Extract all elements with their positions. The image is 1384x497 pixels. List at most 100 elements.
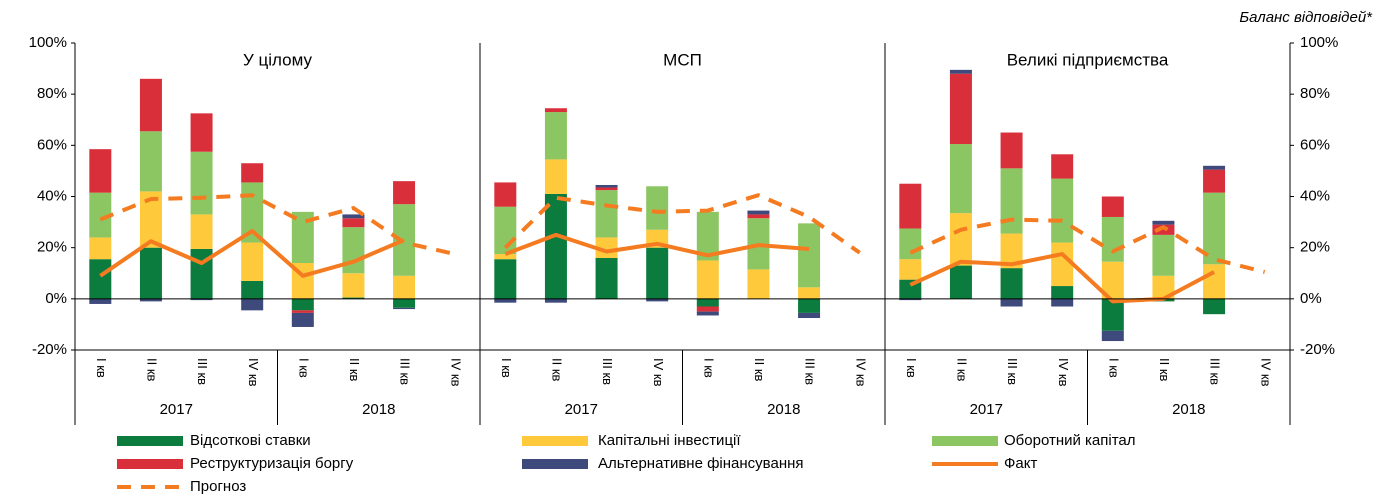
bar-segment [139, 191, 162, 248]
bar-segment [899, 183, 922, 229]
bar-segment [139, 131, 162, 192]
panel-title: Великі підприємства [1007, 50, 1169, 69]
x-tick-label: III кв [1005, 358, 1020, 385]
x-tick-label: IV кв [246, 358, 261, 387]
legend-label: Реструктуризація боргу [190, 455, 354, 472]
y2-tick-label: 20% [1300, 239, 1330, 256]
legend-swatch [932, 436, 998, 446]
bar-segment [1152, 220, 1175, 225]
year-label: 2018 [1172, 401, 1205, 418]
bar-segment [949, 73, 972, 145]
bar-segment [241, 242, 264, 281]
bar-segment [1000, 233, 1023, 269]
year-label: 2018 [362, 401, 395, 418]
bar-segment [798, 223, 821, 288]
bar-segment [1203, 298, 1226, 315]
forecast-line [99, 193, 456, 257]
bar-segment [544, 159, 567, 194]
bar-segment [241, 163, 264, 183]
bar-segment [291, 298, 314, 311]
fact-line [504, 232, 810, 258]
y-tick-label: 100% [29, 34, 67, 51]
bar-segment [393, 275, 416, 299]
bar-segment [1101, 261, 1124, 299]
x-tick-label: I кв [1106, 358, 1121, 378]
bar-segment [696, 306, 719, 312]
y2-tick-label: 100% [1300, 34, 1338, 51]
legend-label: Альтернативне фінансування [598, 455, 804, 472]
bar-segment [696, 211, 719, 261]
bar-segment [89, 149, 112, 193]
x-tick-label: I кв [904, 358, 919, 378]
bar-segment [595, 184, 618, 188]
x-tick-label: III кв [398, 358, 413, 385]
bar-segment [646, 186, 669, 230]
y-tick-label: 80% [37, 85, 67, 102]
x-tick-label: I кв [499, 358, 514, 378]
bar-segment [798, 312, 821, 319]
bar-segment [747, 210, 770, 215]
y-tick-label: 0% [45, 290, 67, 307]
legend-swatch [117, 459, 183, 469]
bar-segment [89, 237, 112, 260]
bar-segment [747, 269, 770, 299]
x-tick-label: IV кв [651, 358, 666, 387]
bar-segment [393, 298, 416, 308]
legend-swatch [522, 459, 588, 469]
bar-segment [342, 297, 365, 299]
y-tick-label: 40% [37, 187, 67, 204]
bar-segment [190, 298, 213, 301]
bar-segment [595, 190, 618, 238]
fact-line [99, 229, 405, 278]
bar-segment [696, 298, 719, 307]
bar-segment [1000, 132, 1023, 169]
bar-segment [747, 214, 770, 219]
legend-label: Прогноз [190, 478, 246, 495]
bar-segment [241, 280, 264, 299]
x-tick-label: II кв [347, 358, 362, 382]
bar-segment [949, 144, 972, 214]
x-tick-label: III кв [803, 358, 818, 385]
bar-segment [1051, 298, 1074, 307]
bar-segment [1000, 168, 1023, 234]
bar-segment [1203, 264, 1226, 299]
bar-segment [494, 298, 517, 303]
legend-label: Відсоткові ставки [190, 432, 311, 449]
y2-tick-label: 0% [1300, 290, 1322, 307]
bar-segment [798, 298, 821, 313]
y-tick-label: 20% [37, 239, 67, 256]
legend-swatch [117, 436, 183, 446]
forecast-line [909, 217, 1266, 274]
bar-segment [342, 273, 365, 298]
bar-segment [1101, 298, 1124, 331]
x-tick-label: I кв [94, 358, 109, 378]
x-tick-label: IV кв [1056, 358, 1071, 387]
bar-segment [1051, 154, 1074, 179]
bar-segment [190, 113, 213, 152]
bar-segment [1203, 192, 1226, 265]
bar-segment [899, 298, 922, 301]
bar-segment [899, 259, 922, 280]
y-tick-label: -20% [32, 341, 67, 358]
bar-segment [89, 259, 112, 299]
x-tick-label: I кв [701, 358, 716, 378]
bar-segment [1203, 169, 1226, 193]
legend-swatch [522, 436, 588, 446]
bar-segment [544, 193, 567, 299]
bar-segment [494, 182, 517, 207]
bar-segment [696, 311, 719, 316]
bar-segment [595, 237, 618, 258]
x-tick-label: III кв [1208, 358, 1223, 385]
legend-label: Капітальні інвестиції [598, 432, 741, 449]
bar-segment [646, 247, 669, 299]
bar-segment [139, 247, 162, 299]
bar-segment [544, 112, 567, 160]
bar-segment [1101, 330, 1124, 342]
bar-segment [949, 265, 972, 299]
bar-segment [899, 228, 922, 260]
bar-segment [1101, 216, 1124, 262]
bar-segment [342, 218, 365, 228]
bar-segment [393, 181, 416, 205]
bar-segment [291, 312, 314, 327]
